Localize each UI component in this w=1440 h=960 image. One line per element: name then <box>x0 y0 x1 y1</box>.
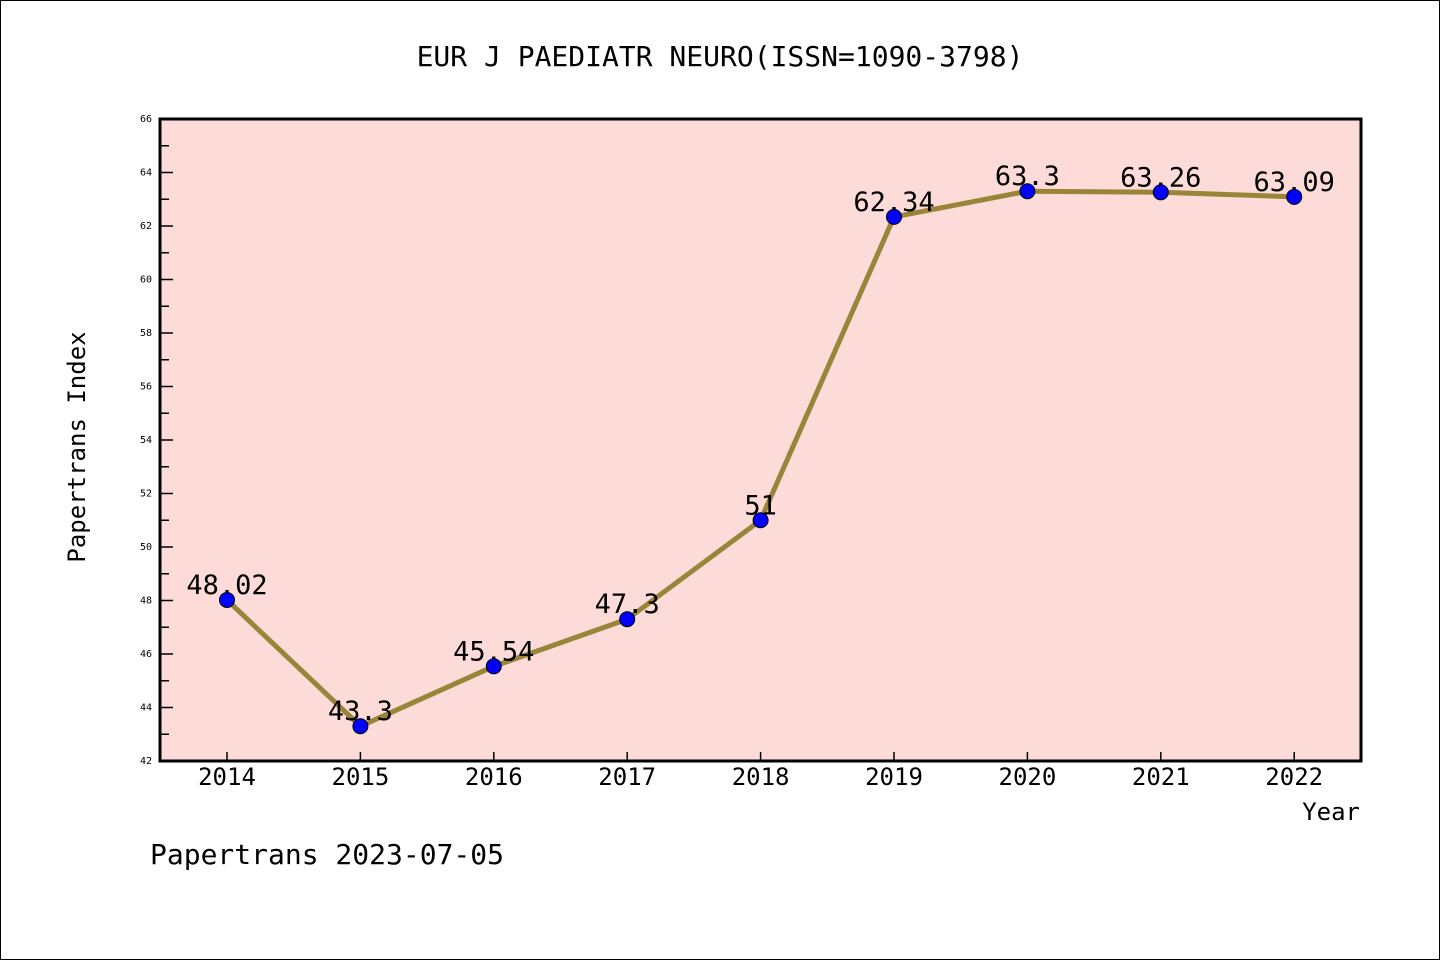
y-tick-label: 58 <box>140 328 152 339</box>
x-tick-label: 2022 <box>1265 763 1323 791</box>
y-tick-label: 60 <box>140 275 152 286</box>
data-point <box>1019 183 1036 200</box>
data-point <box>886 208 902 225</box>
y-tick-label: 46 <box>140 649 152 660</box>
footer-text: Papertrans 2023-07-05 <box>150 838 504 871</box>
chart-title: EUR J PAEDIATR NEURO(ISSN=1090-3798) <box>417 40 1024 73</box>
plot-area <box>160 119 1361 761</box>
y-tick-label: 42 <box>140 756 152 767</box>
x-axis-label: Year <box>1302 798 1360 826</box>
x-tick-label: 2017 <box>598 763 656 791</box>
data-point <box>219 591 235 608</box>
data-point <box>1152 184 1169 201</box>
x-tick-label: 2018 <box>732 763 790 791</box>
y-tick-label: 62 <box>140 221 152 232</box>
x-tick-label: 2016 <box>465 763 523 791</box>
x-tick-label: 2019 <box>865 763 923 791</box>
y-tick-label: 54 <box>140 435 152 446</box>
data-point <box>352 718 369 735</box>
x-tick-label: 2015 <box>332 763 390 791</box>
data-point <box>1286 188 1303 205</box>
x-tick-label: 2021 <box>1132 763 1190 791</box>
y-tick-label: 64 <box>140 168 152 179</box>
y-tick-label: 52 <box>140 489 152 500</box>
x-tick-label: 2014 <box>198 763 256 791</box>
y-tick-label: 50 <box>140 542 152 553</box>
data-point <box>619 611 636 628</box>
y-tick-label: 48 <box>140 596 152 607</box>
y-tick-label: 56 <box>140 382 152 393</box>
y-tick-label: 44 <box>140 703 152 714</box>
y-axis-label: Papertrans Index <box>63 331 91 562</box>
data-point <box>485 658 502 675</box>
x-tick-label: 2020 <box>999 763 1057 791</box>
y-tick-label: 66 <box>140 114 152 125</box>
data-point <box>752 512 769 529</box>
plot-border <box>158 117 1363 763</box>
